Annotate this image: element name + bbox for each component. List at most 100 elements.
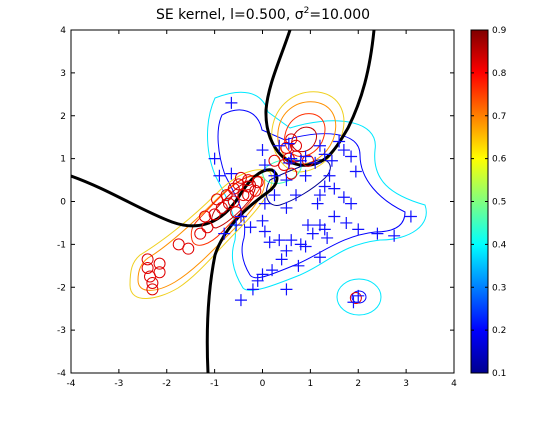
marker-plus-6	[273, 139, 286, 152]
marker-plus-2	[225, 167, 238, 180]
marker-plus-28	[371, 227, 384, 240]
y-tick-label-0: -4	[57, 369, 66, 379]
colorbar-tick-label-7: 0.8	[492, 69, 507, 79]
marker-plus-29	[388, 229, 401, 242]
decision-boundary-right	[264, 30, 376, 167]
contour-level-0.6	[137, 175, 266, 291]
marker-circle-8	[182, 242, 195, 255]
marker-plus-18	[349, 165, 362, 178]
marker-plus-17	[345, 150, 358, 163]
y-tick-label-5: 1	[60, 155, 66, 165]
colorbar-tick-label-4: 0.5	[492, 198, 506, 208]
marker-plus-12	[313, 139, 326, 152]
x-tick-label-4: 0	[260, 379, 266, 389]
marker-plus-20	[318, 180, 331, 193]
marker-plus-11	[309, 156, 322, 169]
marker-plus-59	[246, 283, 259, 296]
colorbar-tick-label-5: 0.6	[492, 155, 507, 165]
colorbar-tick-label-1: 0.2	[492, 326, 506, 336]
marker-circle-36	[285, 167, 298, 180]
x-tick-label-2: -2	[162, 379, 171, 389]
marker-plus-55	[275, 253, 288, 266]
marker-plus-21	[313, 189, 326, 202]
marker-plus-47	[234, 210, 247, 223]
x-tick-label-7: 3	[403, 379, 409, 389]
marker-plus-63	[313, 251, 326, 264]
marker-plus-26	[340, 216, 353, 229]
y-tick-label-2: -2	[57, 283, 66, 293]
colorbar-tick-label-0: 0.1	[492, 369, 506, 379]
chart-title: SE kernel, l=0.500, σ2=10.000	[156, 6, 370, 23]
marker-plus-64	[352, 289, 365, 302]
marker-plus-22	[328, 182, 341, 195]
marker-plus-15	[333, 135, 346, 148]
marker-plus-34	[306, 227, 319, 240]
x-tick-label-5: 1	[308, 379, 314, 389]
marker-plus-48	[258, 197, 271, 210]
marker-plus-3	[213, 169, 226, 182]
marker-plus-39	[280, 244, 293, 257]
data-markers	[141, 96, 417, 309]
marker-plus-45	[230, 219, 243, 232]
marker-circle-20	[242, 174, 255, 187]
marker-plus-25	[328, 210, 341, 223]
marker-plus-52	[280, 174, 293, 187]
marker-circle-31	[278, 159, 291, 172]
marker-circle-25	[237, 189, 250, 202]
marker-plus-61	[280, 283, 293, 296]
marker-plus-53	[299, 169, 312, 182]
marker-plus-67	[268, 169, 281, 182]
title-exponent: 2	[304, 6, 310, 16]
marker-plus-40	[273, 234, 286, 247]
marker-circle-11	[199, 210, 212, 223]
y-tick-label-1: -3	[57, 326, 66, 336]
marker-circle-19	[234, 171, 247, 184]
marker-plus-43	[256, 214, 269, 227]
contour-island-outer	[336, 278, 382, 316]
marker-plus-41	[263, 236, 276, 249]
marker-plus-38	[285, 234, 298, 247]
y-axis: -4 -3 -2 -1 0 1 2 3 4	[57, 26, 454, 379]
marker-plus-35	[301, 219, 314, 232]
marker-plus-19	[323, 169, 336, 182]
marker-plus-10	[299, 150, 312, 163]
marker-circle-1	[141, 261, 154, 274]
marker-circle-17	[227, 182, 240, 195]
marker-circle-12	[208, 208, 221, 221]
x-tick-label-0: -4	[67, 379, 76, 389]
y-tick-label-8: 4	[60, 26, 66, 36]
x-tick-label-6: 2	[355, 379, 361, 389]
y-tick-label-3: -1	[57, 240, 66, 250]
marker-circle-16	[211, 193, 224, 206]
title-sigma: σ	[295, 7, 304, 23]
x-tick-label-3: -1	[210, 379, 219, 389]
marker-circle-24	[249, 184, 262, 197]
marker-plus-62	[292, 259, 305, 272]
contour-layer	[71, 30, 427, 373]
marker-plus-0	[225, 96, 238, 109]
x-tick-label-8: 4	[451, 379, 457, 389]
x-axis: -4 -3 -2 -1 0 1 2 3 4	[67, 30, 457, 389]
marker-plus-58	[251, 274, 264, 287]
y-tick-label-7: 3	[60, 69, 66, 79]
marker-plus-5	[256, 144, 269, 157]
marker-plus-13	[318, 148, 331, 161]
marker-plus-51	[290, 189, 303, 202]
y-tick-label-6: 2	[60, 112, 66, 122]
marker-plus-60	[234, 294, 247, 307]
marker-circle-22	[251, 176, 264, 189]
marker-circle-32	[285, 133, 298, 146]
title-prefix: SE kernel, l=0.500,	[156, 7, 295, 23]
contour-level-0.5	[129, 169, 273, 299]
marker-circle-3	[146, 276, 159, 289]
marker-plus-33	[313, 219, 326, 232]
marker-circle-0	[141, 253, 154, 266]
marker-circle-4	[146, 283, 159, 296]
marker-plus-42	[258, 225, 271, 238]
y-tick-label-4: 0	[60, 198, 66, 208]
marker-plus-24	[345, 197, 358, 210]
colorbar-axis: 0.1 0.2 0.3 0.4 0.5 0.6 0.7 0.8 0.9	[471, 26, 507, 379]
marker-plus-49	[268, 189, 281, 202]
